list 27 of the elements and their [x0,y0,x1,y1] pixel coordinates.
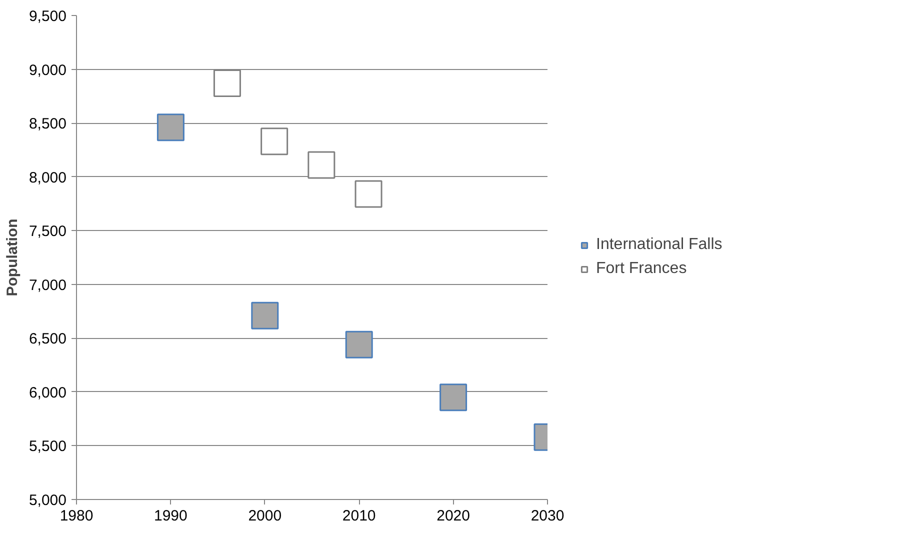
point [354,180,382,208]
point [260,128,288,156]
y-tick-label: 7,000 [28,276,67,294]
y-axis-title: Population [4,218,21,296]
x-tick-label: 1980 [60,508,94,524]
point [308,151,336,179]
y-tick-label: 8,500 [28,116,67,133]
y-tick-label: 6,000 [28,384,67,402]
y-tick-label: 8,000 [28,169,67,186]
legend-label: International Falls [596,236,722,254]
point [251,302,279,330]
x-tick-label: 2010 [342,508,376,524]
y-tick-label: 9,000 [28,62,67,79]
y-tick-label: 7,500 [28,223,67,240]
point [345,330,373,358]
point [440,384,468,412]
point [213,70,241,98]
x-tick-label: 2030 [530,508,564,524]
x-tick-label: 2000 [248,508,282,524]
y-tick-label: 5,000 [28,492,67,509]
x-tick-label: 1990 [154,508,188,524]
y-tick-label: 5,500 [28,438,67,456]
point [156,114,184,142]
y-tick-label: 6,500 [28,330,67,348]
x-tick-label: 2020 [436,508,470,524]
legend-label: Fort Frances [596,260,687,278]
y-tick-label: 9,500 [28,8,67,25]
